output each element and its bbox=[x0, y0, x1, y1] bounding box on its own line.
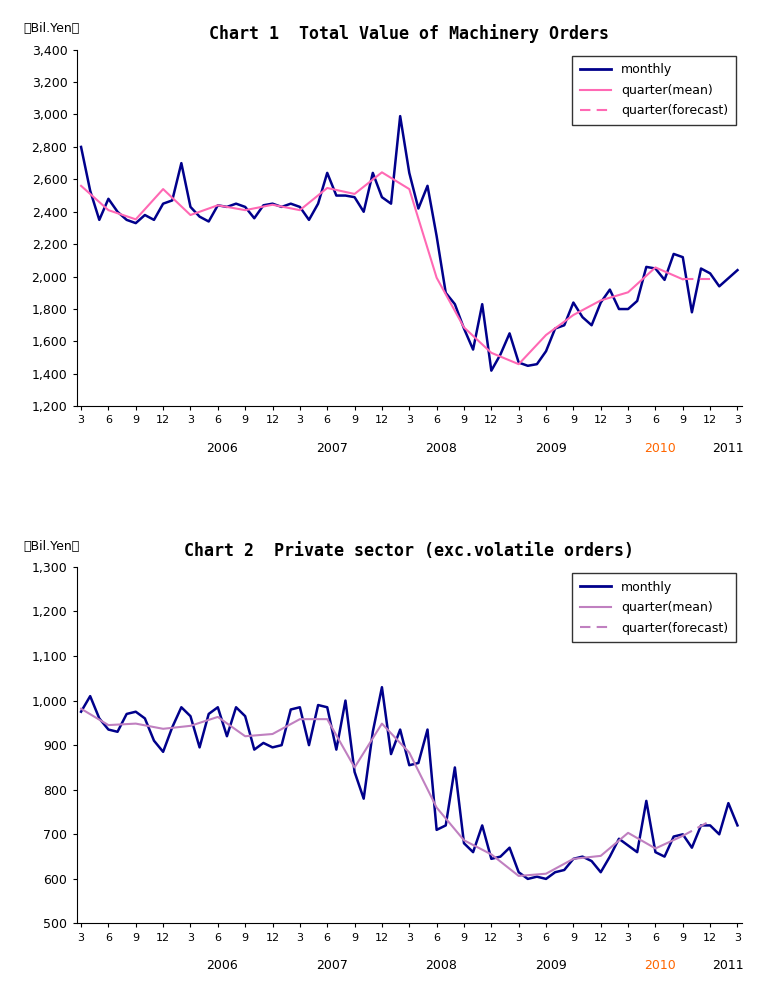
Text: 2006: 2006 bbox=[207, 442, 238, 455]
Text: 2011: 2011 bbox=[712, 442, 744, 455]
Text: 2010: 2010 bbox=[644, 959, 675, 972]
Legend: monthly, quarter(mean), quarter(forecast): monthly, quarter(mean), quarter(forecast… bbox=[572, 573, 736, 642]
Text: 2009: 2009 bbox=[535, 442, 566, 455]
Text: 2010: 2010 bbox=[644, 442, 675, 455]
Text: 2007: 2007 bbox=[316, 442, 348, 455]
Text: 2008: 2008 bbox=[425, 959, 457, 972]
Title: Chart 1  Total Value of Machinery Orders: Chart 1 Total Value of Machinery Orders bbox=[210, 24, 609, 43]
Text: 2008: 2008 bbox=[425, 442, 457, 455]
Text: 2011: 2011 bbox=[712, 959, 744, 972]
Legend: monthly, quarter(mean), quarter(forecast): monthly, quarter(mean), quarter(forecast… bbox=[572, 56, 736, 125]
Text: 2006: 2006 bbox=[207, 959, 238, 972]
Text: 2007: 2007 bbox=[316, 959, 348, 972]
Text: （Bil.Yen）: （Bil.Yen） bbox=[23, 539, 80, 552]
Title: Chart 2  Private sector (exc.volatile orders): Chart 2 Private sector (exc.volatile ord… bbox=[184, 542, 634, 560]
Text: 2009: 2009 bbox=[535, 959, 566, 972]
Text: （Bil.Yen）: （Bil.Yen） bbox=[23, 23, 80, 36]
